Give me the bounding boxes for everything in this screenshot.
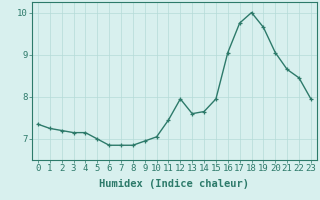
X-axis label: Humidex (Indice chaleur): Humidex (Indice chaleur) — [100, 179, 249, 189]
